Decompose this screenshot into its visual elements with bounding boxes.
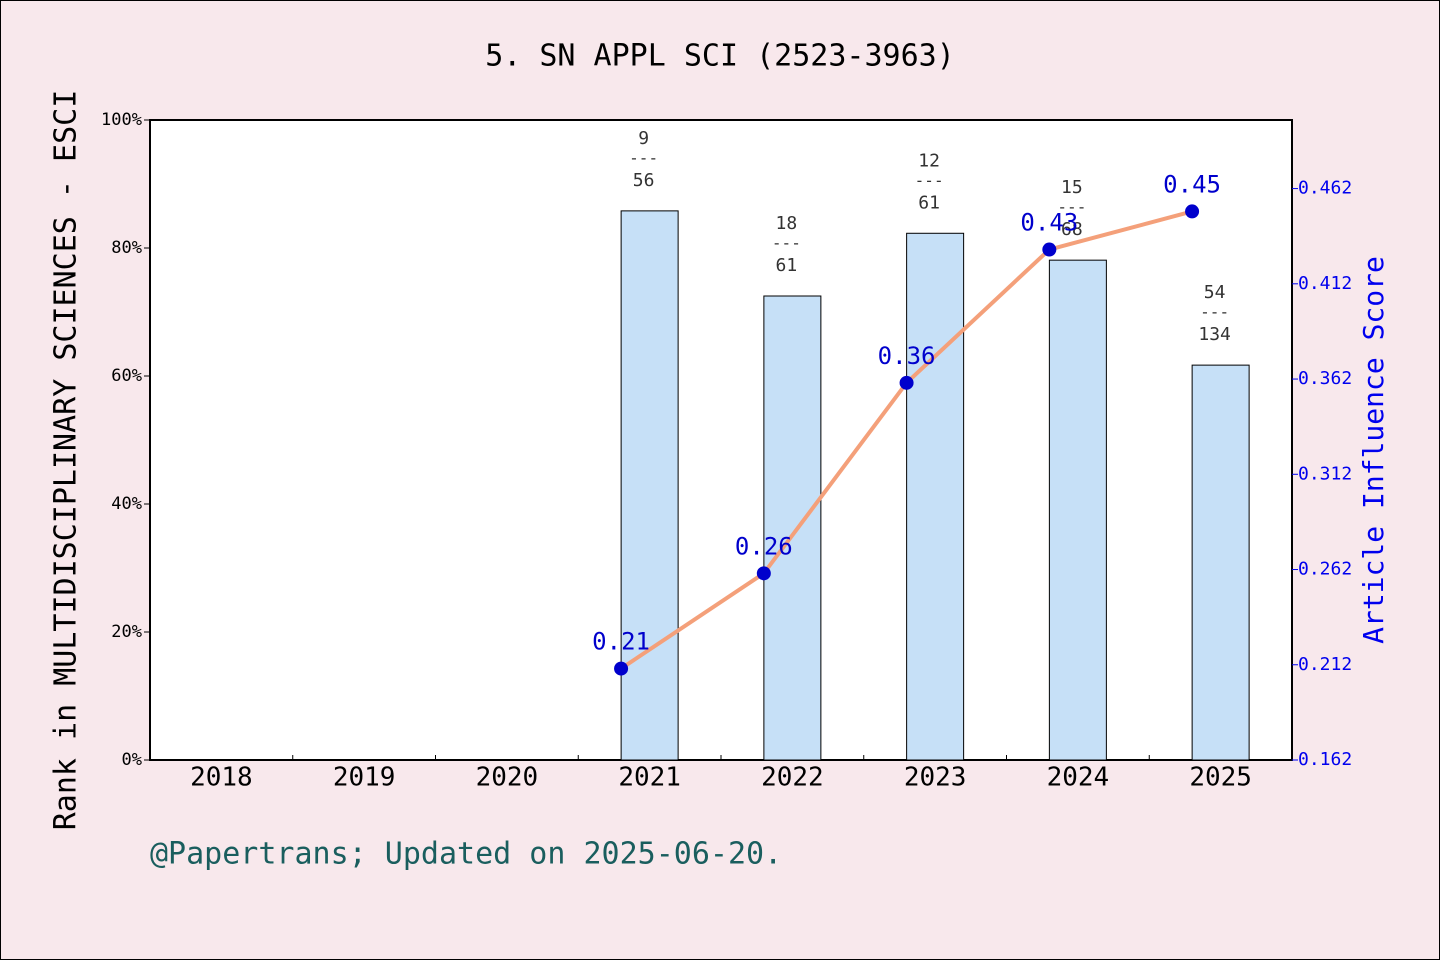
y2-tick-label: 0.462 xyxy=(1298,178,1352,199)
data-label: 0.21 xyxy=(592,628,650,656)
bar xyxy=(763,295,822,761)
x-tick-label: 2025 xyxy=(1189,763,1252,793)
marker xyxy=(1042,242,1057,257)
bar xyxy=(1191,364,1250,761)
rank-label: 9 xyxy=(638,128,649,149)
x-tick-label: 2019 xyxy=(333,763,396,793)
y-tick-label: 100% xyxy=(101,110,142,130)
footer: @Papertrans; Updated on 2025-06-20. xyxy=(150,837,782,872)
x-tick-label: 2023 xyxy=(904,763,967,793)
rank-label: 15 xyxy=(1061,177,1083,198)
data-label: 0.36 xyxy=(878,342,936,370)
rank-label: 12 xyxy=(918,150,940,171)
marker xyxy=(1185,204,1200,219)
y-tick-label: 0% xyxy=(122,750,142,770)
y2-tick-label: 0.212 xyxy=(1298,654,1352,675)
x-tick-label: 2018 xyxy=(190,763,253,793)
y-tick-label: 40% xyxy=(111,494,142,514)
marker xyxy=(899,375,914,390)
rank-total: 61 xyxy=(918,192,940,213)
rank-separator: --- xyxy=(1200,303,1229,322)
rank-label: 54 xyxy=(1204,282,1226,303)
rank-total: 134 xyxy=(1198,324,1231,345)
rank-separator: --- xyxy=(772,234,801,253)
rank-total: 61 xyxy=(776,255,798,276)
y2-tick-label: 0.312 xyxy=(1298,463,1352,484)
bar xyxy=(906,232,965,761)
x-tick-label: 2024 xyxy=(1047,763,1110,793)
y-axis-label: Rank in MULTIDISCIPLINARY SCIENCES - ESC… xyxy=(49,90,84,831)
marker xyxy=(614,661,629,676)
bar xyxy=(1048,259,1107,761)
y-tick-label: 60% xyxy=(111,366,142,386)
y2-axis-label: Article Influence Score xyxy=(1357,256,1390,644)
rank-separator: --- xyxy=(915,171,944,190)
y2-tick-label: 0.162 xyxy=(1298,749,1352,770)
data-label: 0.26 xyxy=(735,532,793,560)
rank-label: 18 xyxy=(776,213,798,234)
y2-tick-label: 0.262 xyxy=(1298,559,1352,580)
rank-separator: --- xyxy=(629,148,658,167)
x-tick-label: 2021 xyxy=(618,763,681,793)
marker xyxy=(756,566,771,581)
y-tick-label: 20% xyxy=(111,622,142,642)
data-label: 0.43 xyxy=(1020,209,1078,237)
y2-tick-label: 0.412 xyxy=(1298,273,1352,294)
rank-total: 68 xyxy=(1061,219,1083,240)
y2-tick-label: 0.362 xyxy=(1298,368,1352,389)
chart-title: 5. SN APPL SCI (2523-3963) xyxy=(485,39,955,74)
rank-total: 56 xyxy=(633,170,655,191)
plot-area xyxy=(149,119,1293,761)
x-tick-label: 2022 xyxy=(761,763,824,793)
rank-separator: --- xyxy=(1057,198,1086,217)
bar xyxy=(620,210,679,761)
x-tick-label: 2020 xyxy=(476,763,539,793)
data-label: 0.45 xyxy=(1163,170,1221,198)
y-tick-label: 80% xyxy=(111,238,142,258)
